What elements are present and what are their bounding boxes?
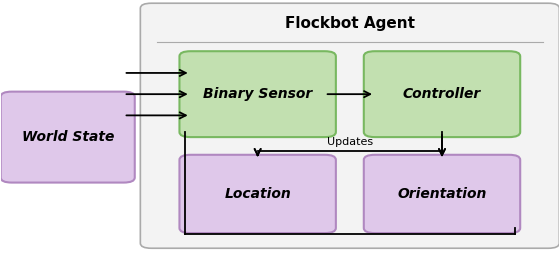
Text: Binary Sensor: Binary Sensor [203,87,312,101]
Text: World State: World State [21,130,114,144]
Text: Controller: Controller [403,87,481,101]
FancyBboxPatch shape [179,51,336,137]
FancyBboxPatch shape [1,92,135,183]
FancyBboxPatch shape [141,3,559,248]
FancyBboxPatch shape [364,51,520,137]
FancyBboxPatch shape [179,155,336,233]
FancyBboxPatch shape [364,155,520,233]
Text: Flockbot Agent: Flockbot Agent [285,16,415,31]
Text: Location: Location [225,187,291,201]
Text: Orientation: Orientation [397,187,487,201]
Text: Updates: Updates [327,137,373,147]
